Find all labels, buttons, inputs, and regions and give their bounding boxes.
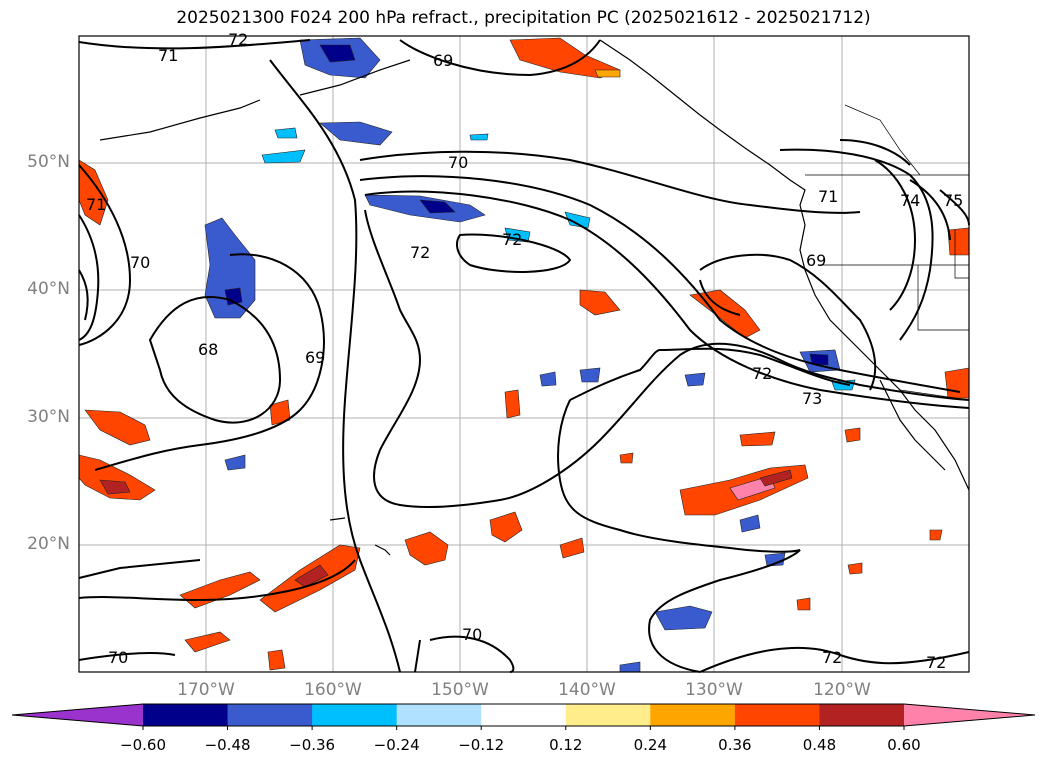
refractivity-contours	[78, 39, 970, 673]
lat-label: 40°N	[27, 279, 70, 299]
contour-label: 75	[943, 191, 963, 210]
political-borders	[805, 104, 970, 401]
lon-label: 160°W	[304, 680, 362, 700]
colorbar-extend-high	[904, 704, 1035, 726]
colorbar-tick-label: −0.60	[120, 736, 166, 754]
colorbar-segment	[312, 704, 398, 726]
contour-label: 72	[926, 653, 946, 672]
colorbar-tick-label: 0.36	[718, 736, 752, 754]
contour-label: 74	[900, 191, 920, 210]
colorbar-tick-label: 0.24	[633, 736, 668, 754]
contour-label: 71	[86, 195, 106, 214]
contour-label: 71	[158, 46, 178, 65]
contour-label: 69	[305, 348, 325, 367]
contour-label: 69	[433, 51, 453, 70]
colorbar-tick-label: 0.12	[549, 736, 583, 754]
colorbar-segment	[565, 704, 651, 726]
colorbar-segment	[143, 704, 229, 726]
colorbar-extend-low	[12, 704, 143, 726]
colorbar	[11, 703, 1036, 730]
colorbar-tick-label: −0.48	[204, 736, 251, 754]
contour-label: 72	[752, 364, 772, 383]
coastlines	[99, 39, 970, 556]
lat-label: 20°N	[27, 534, 70, 554]
contour-label: 68	[198, 340, 218, 359]
contour-label: 70	[130, 253, 150, 272]
colorbar-tick-label: −0.12	[458, 736, 505, 754]
contour-label: 70	[448, 153, 468, 172]
contour-label: 72	[410, 243, 430, 262]
contour-label: 72	[822, 648, 842, 667]
lat-label: 30°N	[27, 407, 70, 427]
colorbar-segment	[481, 704, 567, 726]
colorbar-segment	[396, 704, 482, 726]
lon-label: 150°W	[431, 680, 489, 700]
precip-positive-patches	[78, 37, 970, 671]
colorbar-tick-label: −0.24	[373, 736, 420, 754]
lon-label: 170°W	[177, 680, 235, 700]
contour-labels: 71 72 69 70 72 71 70 72 69 71 74 75 68 6…	[86, 30, 963, 672]
precip-negative-patches	[204, 37, 856, 673]
colorbar-segment	[734, 704, 820, 726]
contour-label: 73	[802, 389, 822, 408]
map-title: 2025021300 F024 200 hPa refract., precip…	[176, 8, 871, 28]
lat-label: 50°N	[27, 152, 70, 172]
colorbar-tick-label: 0.60	[887, 736, 921, 754]
map-frame	[78, 35, 970, 673]
colorbar-segment	[650, 704, 736, 726]
lon-label: 140°W	[558, 680, 616, 700]
contour-label: 70	[108, 648, 128, 667]
contour-label: 71	[818, 187, 838, 206]
graticule	[79, 36, 969, 672]
colorbar-segment	[227, 704, 313, 726]
lon-label: 120°W	[813, 680, 871, 700]
contour-label: 70	[462, 625, 482, 644]
contour-label: 69	[806, 251, 826, 270]
lon-label: 130°W	[685, 680, 743, 700]
contour-label: 72	[502, 230, 522, 249]
colorbar-tick-label: −0.36	[289, 736, 336, 754]
contour-label: 72	[228, 30, 248, 49]
colorbar-segment	[819, 704, 905, 726]
colorbar-tick-label: 0.48	[802, 736, 837, 754]
